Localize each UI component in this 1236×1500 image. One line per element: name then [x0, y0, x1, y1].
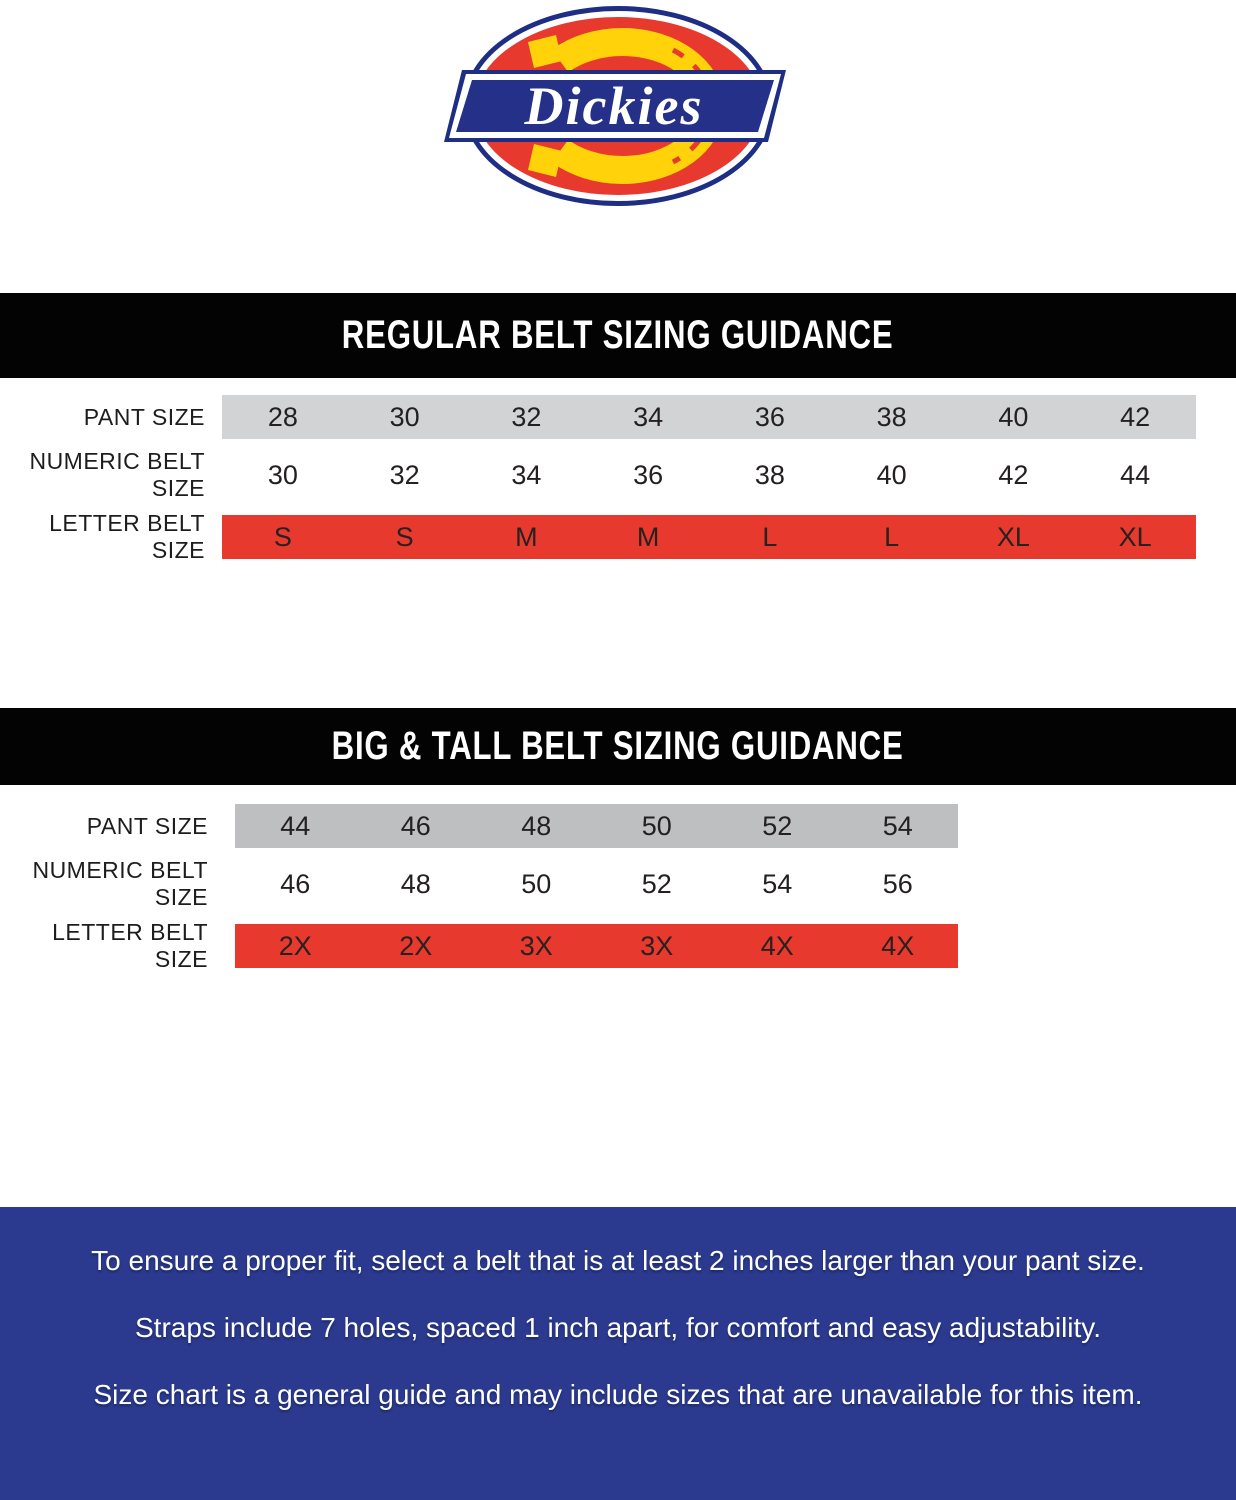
- size-cell: 44: [280, 810, 311, 841]
- fit-note-line: Size chart is a general guide and may in…: [93, 1379, 1143, 1410]
- row-values-bar: 44 46 48 50 52 54: [235, 804, 958, 848]
- row-label: PANT SIZE: [83, 403, 205, 430]
- size-cell: 3X: [640, 930, 674, 961]
- size-cell: 32: [511, 401, 542, 432]
- row-values-bar: 28 30 32 34 36 38 40 42: [222, 395, 1196, 439]
- size-cell: 54: [882, 810, 913, 841]
- size-cell: 38: [754, 459, 785, 490]
- logo-horseshoe-end-top: [528, 35, 562, 68]
- size-cell: 36: [633, 459, 664, 490]
- size-cell: 2X: [399, 930, 433, 961]
- logo-horseshoe-end-bottom: [528, 144, 562, 177]
- row-label: PANT SIZE: [86, 812, 208, 839]
- size-cell: 52: [762, 810, 793, 841]
- logo-banner: [456, 80, 774, 132]
- size-cell: L: [884, 521, 900, 552]
- size-cell: M: [636, 521, 660, 552]
- size-cell: 28: [267, 401, 298, 432]
- row-label: NUMERIC BELT SIZE: [32, 857, 208, 910]
- size-cell: 3X: [519, 930, 553, 961]
- size-cell: 48: [400, 868, 431, 899]
- size-cell: 34: [511, 459, 542, 490]
- size-cell: L: [762, 521, 778, 552]
- row-values-bar: 30 32 34 36 38 40 42 44: [222, 453, 1196, 497]
- row-label: NUMERIC BELT SIZE: [29, 448, 205, 501]
- bigtall-sizing-title: BIG & TALL BELT SIZING GUIDANCE: [332, 724, 904, 768]
- size-cell: 50: [641, 810, 672, 841]
- size-cell: 4X: [760, 930, 794, 961]
- size-cell: 32: [389, 459, 420, 490]
- row-label: LETTER BELT SIZE: [49, 510, 205, 563]
- size-cell: 40: [998, 401, 1029, 432]
- dickies-logo: Dickies: [428, 4, 808, 214]
- size-cell: S: [273, 521, 292, 552]
- size-cell: 30: [267, 459, 298, 490]
- size-cell: 36: [754, 401, 785, 432]
- size-cell: 30: [389, 401, 420, 432]
- row-values-bar: 2X 2X 3X 3X 4X 4X: [235, 924, 958, 968]
- size-cell: 46: [400, 810, 431, 841]
- size-cell: 54: [762, 868, 793, 899]
- table-row: LETTER BELT SIZE S S M M L L XL XL: [0, 510, 1196, 563]
- table-row: NUMERIC BELT SIZE 30 32 34 36 38 40 42 44: [0, 448, 1196, 501]
- size-cell: XL: [1118, 521, 1152, 552]
- logo-brand-text: Dickies: [524, 76, 704, 136]
- table-row: PANT SIZE 44 46 48 50 52 54: [0, 804, 958, 848]
- bigtall-sizing-banner: BIG & TALL BELT SIZING GUIDANCE: [0, 708, 1236, 785]
- table-row: PANT SIZE 28 30 32 34 36 38 40 42: [0, 395, 1196, 439]
- size-cell: 48: [521, 810, 552, 841]
- table-row: NUMERIC BELT SIZE 46 48 50 52 54 56: [0, 857, 958, 910]
- size-cell: 42: [1120, 401, 1151, 432]
- dickies-logo-graphic: Dickies: [444, 6, 786, 206]
- bigtall-sizing-table: PANT SIZE 44 46 48 50 52 54 NUMERIC BELT SIZE 46…: [0, 804, 958, 972]
- size-cell: 38: [876, 401, 907, 432]
- size-cell: 2X: [278, 930, 312, 961]
- fit-note-line: To ensure a proper fit, select a belt th…: [91, 1245, 1145, 1276]
- size-cell: 34: [633, 401, 664, 432]
- regular-sizing-title: REGULAR BELT SIZING GUIDANCE: [342, 313, 894, 357]
- size-cell: 50: [521, 868, 552, 899]
- size-cell: 42: [998, 459, 1029, 490]
- table-row: LETTER BELT SIZE 2X 2X 3X 3X 4X 4X: [0, 919, 958, 972]
- row-values-bar: 46 48 50 52 54 56: [235, 862, 958, 906]
- size-cell: 56: [882, 868, 913, 899]
- regular-sizing-banner: REGULAR BELT SIZING GUIDANCE: [0, 293, 1236, 378]
- fit-note-line: Straps include 7 holes, spaced 1 inch ap…: [134, 1312, 1101, 1343]
- size-cell: M: [515, 521, 538, 552]
- row-values-bar: S S M M L L XL XL: [222, 515, 1196, 559]
- row-label: LETTER BELT SIZE: [52, 919, 208, 972]
- size-cell: 52: [641, 868, 672, 899]
- fit-notes-footer: To ensure a proper fit, select a belt th…: [0, 1207, 1236, 1500]
- size-cell: S: [395, 521, 414, 552]
- size-cell: 4X: [881, 930, 915, 961]
- size-cell: 44: [1120, 459, 1151, 490]
- size-cell: 40: [876, 459, 907, 490]
- regular-sizing-table: PANT SIZE 28 30 32 34 36 38 40 42 NUMERIC BELT SI…: [0, 395, 1196, 563]
- size-cell: XL: [996, 521, 1030, 552]
- size-cell: 46: [280, 868, 311, 899]
